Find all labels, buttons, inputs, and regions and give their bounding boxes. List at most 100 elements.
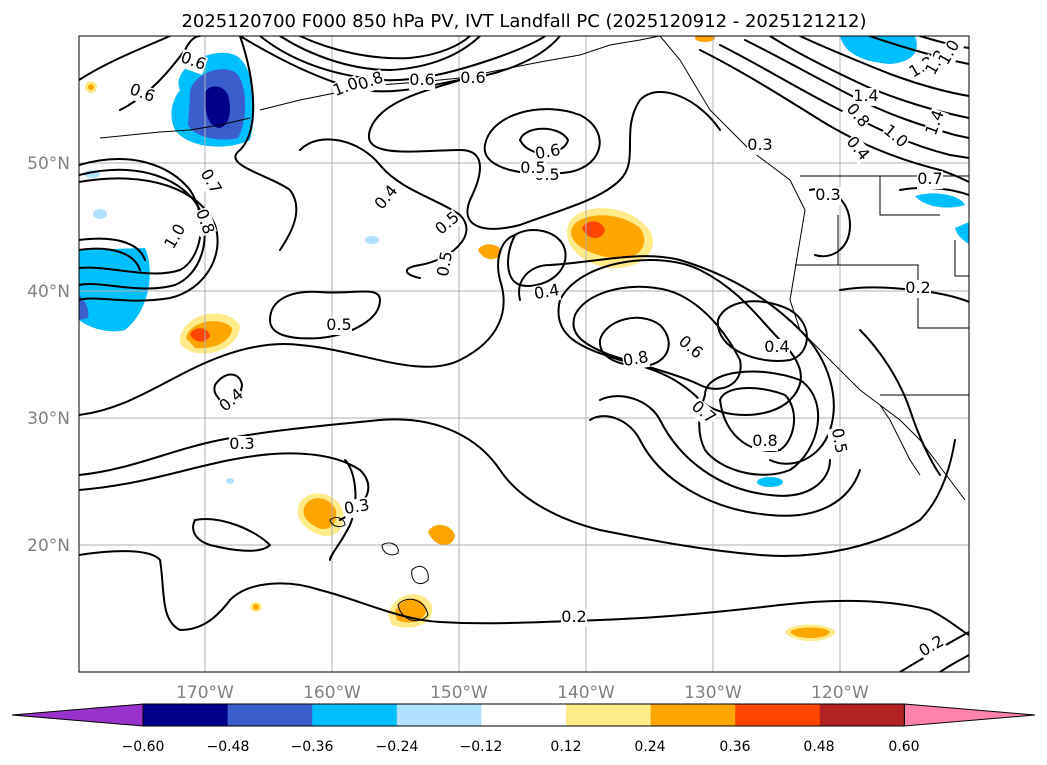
map-frame <box>78 35 970 673</box>
contour-label-bg <box>561 609 587 627</box>
contour-label-bg <box>621 348 651 372</box>
contour-label-bg <box>330 75 362 101</box>
contour-label: 0.6 <box>409 70 434 89</box>
colorbar-segment <box>650 704 736 726</box>
shade-negative <box>955 222 969 244</box>
colorbar-tick-label: 0.12 <box>550 739 581 755</box>
contour-label-bg <box>520 160 546 178</box>
contour-label-bg <box>434 249 458 279</box>
lon-label: 120°W <box>811 683 869 703</box>
lat-label: 30°N <box>27 409 70 429</box>
colorbar-segment <box>143 704 229 726</box>
contour-label-bg <box>916 632 948 662</box>
lat-label: 50°N <box>27 154 70 174</box>
lat-label: 20°N <box>27 536 70 556</box>
colorbar-segment <box>312 704 398 726</box>
colorbar-tick-label: −0.60 <box>122 739 165 755</box>
contour-label-bg <box>177 49 209 75</box>
shade-positive <box>303 498 337 530</box>
contour-label-bg <box>195 166 225 198</box>
contour-label-bg <box>853 88 879 106</box>
contour-label-bg <box>826 426 850 456</box>
colorbar-tick-label: 0.36 <box>719 739 750 755</box>
shade-positive <box>582 221 605 238</box>
colorbar-segment <box>396 704 482 726</box>
contour-label-bg <box>326 317 352 335</box>
contour-label-bg <box>923 107 949 139</box>
colorbar <box>11 703 1036 727</box>
shade-positive <box>695 36 715 42</box>
contour-label: 0.8 <box>622 347 650 370</box>
colorbar-segment <box>227 704 313 726</box>
contour-label-bg <box>126 81 158 107</box>
colorbar-segment <box>566 704 652 726</box>
contour-label-bg <box>905 280 931 298</box>
contour-label-bg <box>917 171 943 189</box>
lon-label: 130°W <box>684 683 742 703</box>
contour-label: 0.3 <box>815 185 840 204</box>
contour-label: 0.3 <box>747 135 772 154</box>
lat-label: 40°N <box>27 282 70 302</box>
lon-label: 150°W <box>430 683 488 703</box>
contour-label-bg <box>432 208 464 240</box>
shade-negative <box>79 295 89 320</box>
shade-negative <box>757 477 783 487</box>
contour-label: 0.6 <box>460 68 485 87</box>
lon-label: 160°W <box>303 683 361 703</box>
colorbar-tick-label: −0.36 <box>291 739 334 755</box>
colorbar-tick-label: −0.24 <box>376 739 419 755</box>
contour-label: 0.5 <box>326 315 351 334</box>
contour-label: 0.2 <box>905 278 930 297</box>
contour-label: 0.6 <box>534 140 562 163</box>
contour-labels: 0.60.60.70.81.00.60.81.00.60.50.60.50.40… <box>126 36 965 662</box>
colorbar-tick-label: 0.48 <box>803 739 834 755</box>
colorbar-extend-low <box>11 703 144 727</box>
contour-label-bg <box>229 436 255 454</box>
contour-label: 0.5 <box>828 427 851 455</box>
colorbar-segment <box>481 704 567 726</box>
contour-label: 0.5 <box>433 250 456 278</box>
contour-label: 0.4 <box>533 280 561 303</box>
contour-label-bg <box>460 70 486 88</box>
contour-label-bg <box>815 187 841 205</box>
shade-positive <box>478 244 502 260</box>
shade-positive <box>253 604 259 610</box>
colorbar-tick-label: 0.24 <box>634 739 665 755</box>
contour-label-bg <box>161 221 191 253</box>
contour-label-bg <box>342 496 372 520</box>
contour-label: 0.7 <box>917 169 942 188</box>
shade-positive <box>88 84 94 90</box>
shade-negative <box>365 236 379 244</box>
contour-label-bg <box>687 397 719 429</box>
contour-label-bg <box>841 133 873 165</box>
contour-label-bg <box>533 141 563 165</box>
contour-label: 0.3 <box>229 434 254 453</box>
figure-title: 2025120700 F000 850 hPa PV, IVT Landfall… <box>181 11 866 32</box>
contour-label-bg <box>216 385 248 417</box>
contour-label-bg <box>747 137 773 155</box>
colorbar-tick-label: −0.12 <box>460 739 503 755</box>
colorbar-tick-label: −0.48 <box>207 739 250 755</box>
shade-negative <box>93 209 107 219</box>
shade-negative <box>915 193 965 208</box>
contour-label: 0.4 <box>764 337 789 356</box>
shade-negative <box>204 86 230 128</box>
contour-label-bg <box>409 72 435 90</box>
colorbar-segment <box>819 704 905 726</box>
contour-label: 0.8 <box>752 431 777 450</box>
colorbar-extend-high <box>903 703 1036 727</box>
colorbar-frame <box>142 703 905 727</box>
shade-positive <box>428 524 455 546</box>
longitude-labels: 170°W 160°W 150°W 140°W 130°W 120°W <box>176 683 869 703</box>
contour-label: 0.3 <box>343 495 371 518</box>
shade-negative <box>226 478 234 484</box>
contour-label-bg <box>674 332 706 364</box>
colorbar-segment <box>735 704 821 726</box>
contour-label-bg <box>532 281 562 305</box>
colorbar-ticks: −0.60 −0.48 −0.36 −0.24 −0.12 0.12 0.24 … <box>122 739 920 755</box>
latitude-labels: 50°N 40°N 30°N 20°N <box>27 154 70 556</box>
contour-label-bg <box>841 100 873 132</box>
contour-label-bg <box>752 433 778 451</box>
shade-positive <box>790 627 830 638</box>
